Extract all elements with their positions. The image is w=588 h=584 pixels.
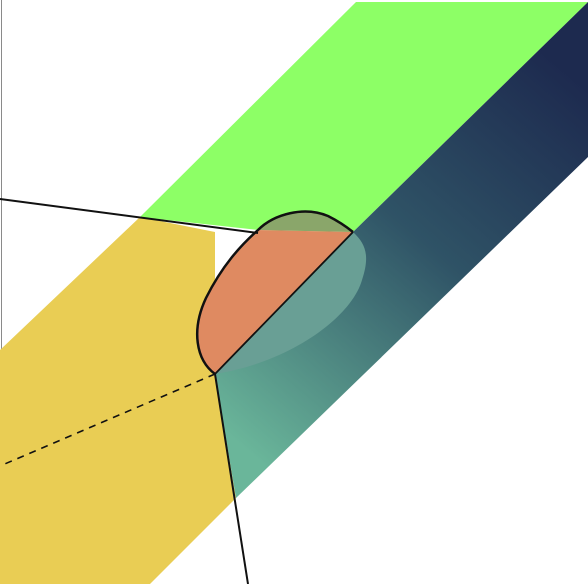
orange-ellipse-region (197, 230, 353, 374)
teal-ellipse-region (215, 232, 367, 374)
upper-boundary-line (0, 198, 259, 234)
lower-boundary-line (214, 373, 249, 584)
green-face (140, 2, 588, 232)
ellipse-diagonal (214, 231, 354, 375)
dark-side-face (215, 2, 588, 498)
yellow-face (0, 217, 236, 584)
